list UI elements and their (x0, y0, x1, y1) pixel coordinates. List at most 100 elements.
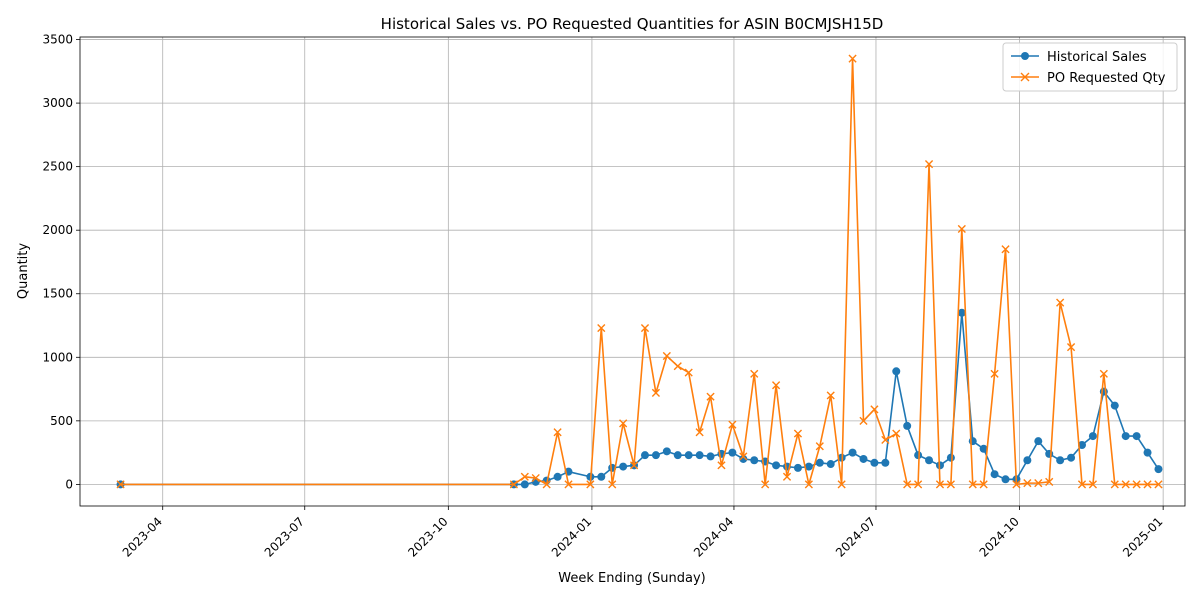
data-point-historical-sales (1132, 432, 1141, 441)
data-point-po-requested-qty (1143, 480, 1152, 489)
data-point-po-requested-qty (1154, 480, 1163, 489)
data-point-po-requested-qty (826, 391, 835, 400)
plot-frame (79, 36, 1186, 507)
data-point-historical-sales (1143, 448, 1152, 457)
data-point-historical-sales (903, 421, 912, 430)
data-point-historical-sales (651, 451, 660, 460)
legend-marker-historical-sales (1021, 52, 1029, 60)
data-point-historical-sales (739, 454, 748, 463)
data-point-po-requested-qty (837, 480, 846, 489)
plot-area (116, 54, 1163, 489)
data-point-po-requested-qty (586, 480, 595, 489)
data-point-po-requested-qty (1077, 480, 1087, 489)
y-tick-label: 500 (50, 414, 73, 428)
data-point-po-requested-qty (968, 480, 977, 489)
data-point-po-requested-qty (914, 480, 923, 489)
data-point-historical-sales (1110, 401, 1119, 410)
data-point-historical-sales (804, 462, 813, 471)
data-point-historical-sales (553, 472, 562, 481)
data-point-po-requested-qty (1099, 369, 1108, 378)
data-point-po-requested-qty (116, 480, 125, 489)
data-point-historical-sales (695, 451, 704, 460)
data-point-historical-sales (619, 462, 628, 471)
data-point-historical-sales (1023, 456, 1032, 465)
data-point-po-requested-qty (706, 392, 715, 401)
data-point-po-requested-qty (542, 480, 551, 489)
data-point-po-requested-qty (870, 405, 879, 414)
series-line-po-requested-qty (120, 57, 1159, 486)
legend-label-po-requested-qty: PO Requested Qty (1047, 71, 1166, 86)
y-tick-label: 1500 (42, 287, 73, 301)
data-point-po-requested-qty (1001, 245, 1010, 254)
y-tick-label: 2500 (42, 160, 73, 174)
data-point-po-requested-qty (673, 362, 682, 371)
data-point-po-requested-qty (815, 442, 824, 451)
data-point-po-requested-qty (509, 480, 518, 489)
data-point-historical-sales (640, 451, 649, 460)
data-point-historical-sales (673, 451, 682, 460)
data-point-historical-sales (1154, 465, 1163, 474)
data-point-po-requested-qty (717, 461, 726, 470)
data-point-po-requested-qty (782, 472, 792, 481)
data-point-po-requested-qty (892, 429, 901, 438)
data-point-po-requested-qty (761, 480, 770, 489)
data-point-historical-sales (684, 451, 693, 460)
y-tick-label: 3000 (42, 96, 73, 110)
y-axis-label: Quantity (16, 243, 31, 299)
data-point-historical-sales (1001, 475, 1010, 484)
data-point-po-requested-qty (771, 381, 781, 390)
data-point-historical-sales (815, 458, 824, 467)
data-point-historical-sales (957, 308, 966, 317)
x-axis-label: Week Ending (Sunday) (558, 571, 705, 586)
data-point-historical-sales (706, 452, 715, 461)
data-point-po-requested-qty (662, 351, 671, 361)
data-point-po-requested-qty (957, 224, 966, 234)
data-point-po-requested-qty (804, 480, 813, 489)
data-point-po-requested-qty (640, 323, 650, 333)
y-tick-label: 3500 (42, 33, 73, 47)
data-point-historical-sales (946, 453, 955, 462)
data-point-po-requested-qty (848, 54, 857, 63)
data-point-po-requested-qty (619, 419, 628, 428)
data-point-historical-sales (793, 463, 802, 472)
data-point-historical-sales (1067, 453, 1076, 462)
y-tick-label: 2000 (42, 223, 73, 237)
data-point-historical-sales (597, 472, 606, 481)
legend: Historical Sales PO Requested Qty (1002, 42, 1178, 92)
data-point-po-requested-qty (695, 428, 704, 437)
data-point-historical-sales (772, 461, 781, 470)
data-point-historical-sales (728, 448, 737, 457)
data-point-po-requested-qty (564, 480, 573, 489)
legend-marker-po-requested-qty (1020, 72, 1030, 82)
data-point-historical-sales (990, 470, 999, 479)
data-point-po-requested-qty (979, 480, 988, 489)
legend-box (1002, 42, 1178, 92)
data-point-historical-sales (979, 444, 988, 453)
data-point-po-requested-qty (1034, 479, 1043, 488)
data-point-historical-sales (826, 460, 835, 469)
data-point-po-requested-qty (1088, 480, 1098, 489)
data-point-po-requested-qty (793, 429, 803, 438)
data-point-historical-sales (870, 458, 879, 467)
data-point-po-requested-qty (1066, 343, 1076, 352)
data-point-historical-sales (520, 480, 529, 489)
data-point-po-requested-qty (1110, 480, 1119, 489)
data-point-po-requested-qty (520, 472, 529, 481)
data-point-po-requested-qty (924, 160, 934, 169)
data-point-historical-sales (1121, 432, 1130, 441)
data-point-po-requested-qty (684, 368, 693, 377)
data-point-historical-sales (859, 454, 868, 463)
data-point-po-requested-qty (597, 323, 606, 333)
data-point-po-requested-qty (1012, 480, 1021, 489)
data-point-historical-sales (892, 367, 901, 376)
data-point-historical-sales (968, 437, 977, 446)
data-point-po-requested-qty (750, 369, 759, 378)
data-point-historical-sales (848, 448, 857, 457)
data-point-po-requested-qty (903, 480, 912, 489)
data-point-po-requested-qty (739, 452, 748, 461)
legend-label-historical-sales: Historical Sales (1047, 50, 1147, 65)
data-point-historical-sales (1088, 432, 1097, 441)
